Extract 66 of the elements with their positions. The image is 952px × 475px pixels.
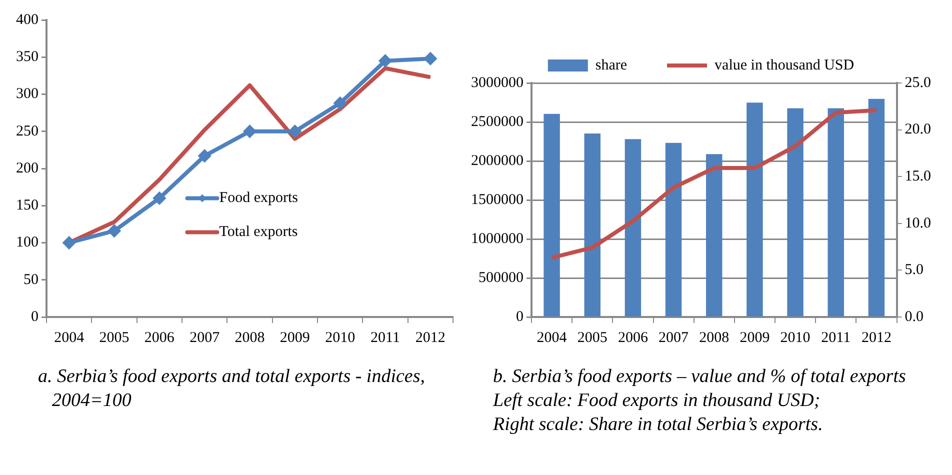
y-tick-label: 200 <box>16 160 38 176</box>
point <box>153 192 166 204</box>
y2-tick-label: 15.0 <box>904 168 931 185</box>
y2-tick-label: 20.0 <box>904 122 931 138</box>
y-tick-label: 250 <box>16 123 38 140</box>
bar <box>868 98 885 316</box>
y-tick-label: 350 <box>16 49 38 66</box>
x-tick-label: 2009 <box>740 330 770 346</box>
x-tick-label: 2009 <box>280 330 310 346</box>
x-tick-label: 2011 <box>821 330 851 346</box>
point <box>334 97 346 110</box>
y-tick-label: 300 <box>16 86 38 102</box>
y-tick-label: 2000000 <box>471 152 524 169</box>
point <box>198 150 211 162</box>
y2-tick-label: 5.0 <box>904 262 924 278</box>
bar <box>624 139 642 316</box>
x-tick-label: 2004 <box>54 330 85 346</box>
point <box>244 125 256 138</box>
bar <box>746 102 763 316</box>
x-tick-label: 2007 <box>190 330 220 346</box>
bar <box>706 154 722 316</box>
text: b. Serbia’s food exports – value and % of total exports <box>493 365 907 389</box>
y2-tick-label: 25.0 <box>904 74 931 91</box>
y2-tick-label: 0.0 <box>904 308 924 325</box>
bar <box>787 108 804 316</box>
y-tick-label: 1000000 <box>471 230 524 247</box>
x-tick-label: 2007 <box>658 330 690 346</box>
x-tick-label: 2010 <box>325 330 356 346</box>
text: Left scale: Food exports in thousand USD; <box>493 389 822 413</box>
legend-label: Total exports <box>219 224 298 240</box>
y-tick-label: 100 <box>16 234 38 251</box>
y-tick-label: 150 <box>16 198 38 214</box>
bar <box>584 134 600 316</box>
x-tick-label: 2008 <box>234 330 265 346</box>
x-tick-label: 2012 <box>415 330 446 346</box>
x-tick-label: 2011 <box>370 330 400 346</box>
x-tick-label: 2006 <box>618 330 648 346</box>
x-tick-label: 2008 <box>699 330 730 346</box>
point <box>63 236 76 249</box>
x-tick-label: 2004 <box>536 330 568 346</box>
y-tick-label: 3000000 <box>471 74 524 91</box>
bar <box>544 114 560 316</box>
legend-label: share <box>595 57 628 74</box>
point <box>379 54 392 67</box>
point <box>424 52 436 65</box>
y-tick-label: 0 <box>31 308 38 325</box>
bar <box>665 142 682 316</box>
x-tick-label: 2005 <box>577 330 608 346</box>
y-tick-label: 1500000 <box>471 192 524 208</box>
y-tick-label: 50 <box>24 272 38 288</box>
point <box>108 224 120 237</box>
y-tick-label: 0 <box>516 308 524 325</box>
bar <box>828 108 844 316</box>
text: Right scale: Share in total Serbia’s exports. <box>493 413 824 437</box>
point <box>288 125 301 138</box>
x-tick-label: 2005 <box>99 330 130 346</box>
x-tick-label: 2010 <box>780 330 810 346</box>
legend-label: value in thousand USD <box>714 57 854 74</box>
y2-tick-label: 10.0 <box>904 215 931 232</box>
y-tick-label: 400 <box>16 12 38 28</box>
x-tick-label: 2012 <box>861 330 892 346</box>
y-tick-label: 2500000 <box>471 114 524 130</box>
x-tick-label: 2006 <box>144 330 175 346</box>
legend-label: Food exports <box>219 190 298 206</box>
text: a. Serbia’s food exports and total exports - indices, 2004=100 <box>38 365 426 413</box>
y-tick-label: 500000 <box>478 270 524 286</box>
